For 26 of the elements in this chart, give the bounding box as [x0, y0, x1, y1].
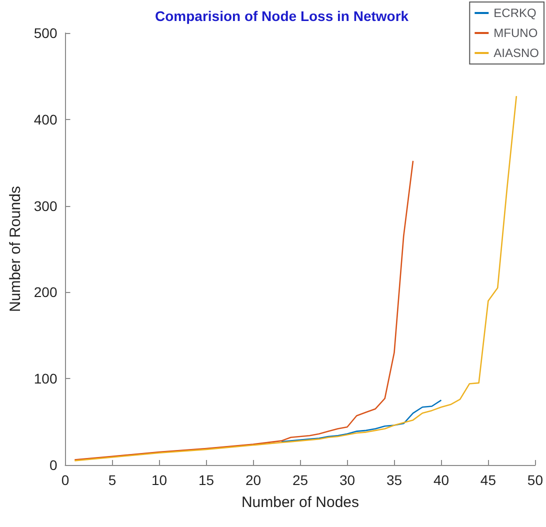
y-tick-label: 100 [34, 370, 58, 387]
x-tick-label: 35 [386, 472, 402, 488]
x-tick-label: 0 [61, 472, 70, 488]
x-tick-label: 30 [339, 472, 356, 488]
y-axis-title: Number of Rounds [7, 186, 24, 312]
y-tick-label: 300 [34, 198, 58, 214]
y-tick-label: 400 [34, 111, 58, 128]
legend-label: AIASNO [494, 46, 540, 60]
x-tick-label: 5 [108, 472, 116, 488]
x-tick-label: 20 [245, 472, 262, 488]
x-tick-label: 25 [292, 472, 308, 488]
y-tick-label: 0 [49, 457, 58, 473]
line-series [280, 400, 442, 442]
x-tick-label: 10 [151, 472, 168, 488]
chart-title: Comparision of Node Loss in Network [155, 8, 409, 24]
x-axis-title: Number of Nodes [241, 494, 360, 511]
x-tick-label: 40 [433, 472, 450, 488]
line-series [74, 95, 518, 462]
x-tick-label: 45 [480, 472, 496, 488]
x-tick-label: 50 [527, 472, 544, 488]
line-series [74, 160, 414, 460]
legend-label: ECRKQ [494, 6, 536, 20]
x-tick-label: 15 [198, 472, 214, 488]
y-tick-label: 500 [34, 25, 58, 41]
y-tick-label: 200 [34, 284, 58, 300]
legend-label: MFUNO [494, 26, 538, 40]
